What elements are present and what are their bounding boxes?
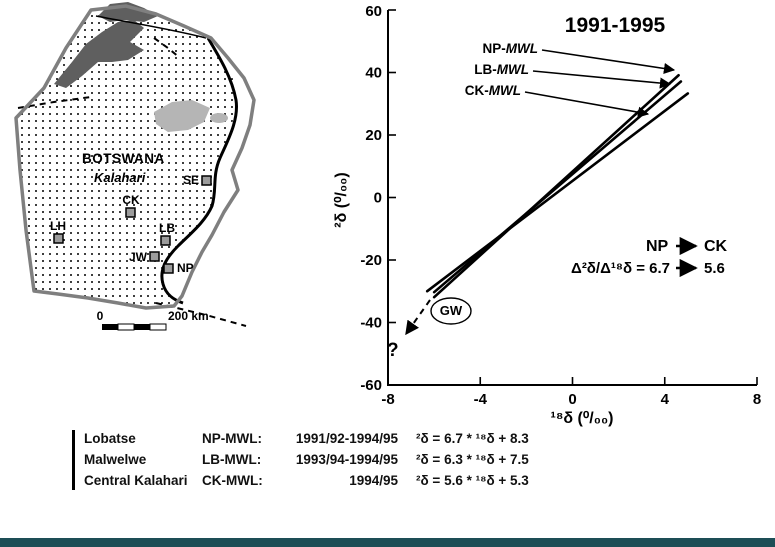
- dashed-line-top: [153, 37, 181, 59]
- y-tick-label: 20: [365, 127, 382, 144]
- scale-distance-label: 200 km: [168, 309, 209, 323]
- legend-equation: ²δ = 5.6 * ¹⁸δ + 5.3: [416, 473, 529, 488]
- legend-site: Malwelwe: [84, 452, 147, 467]
- botswana-outline: [14, 4, 256, 310]
- legend-period: 1993/94-1994/95: [295, 452, 398, 467]
- mwl-legend-table: Lobatse NP-MWL: 1991/92-1994/95 ²δ = 6.7…: [72, 430, 529, 490]
- ck-mwl-pointer-arrow: [524, 91, 650, 118]
- series-label-ck-mwl: CK-MWL: [465, 83, 521, 98]
- y-axis-label: ²δ (⁰/₀₀): [333, 172, 350, 227]
- north-river-line: [95, 15, 207, 39]
- scale-segment: [102, 324, 118, 330]
- dashed-line-west: [17, 96, 92, 109]
- x-tick-label: 0: [568, 391, 576, 408]
- legend-mwl: NP-MWL:: [202, 431, 262, 446]
- site-lb: LB: [159, 221, 175, 246]
- scale-zero-label: 0: [97, 309, 104, 323]
- y-tick-label: 60: [365, 3, 382, 20]
- mwl-line-ck-mwl: [425, 92, 690, 293]
- site-marker-lb: [160, 235, 171, 246]
- dashed-line-southeast: [155, 302, 247, 327]
- legend-site: Central Kalahari: [84, 473, 188, 488]
- scale-segment: [134, 324, 150, 330]
- x-axis-label: ¹⁸δ (⁰/₀₀): [551, 410, 614, 427]
- y-tick-label: -40: [360, 315, 382, 332]
- legend-mwl: LB-MWL:: [202, 452, 262, 467]
- question-mark-label: ?: [387, 340, 399, 361]
- legend-site: Lobatse: [84, 431, 136, 446]
- footer-bar: [0, 538, 775, 547]
- makgadikgadi-pans-shape: [154, 100, 210, 132]
- site-marker-se: [201, 175, 212, 186]
- x-tick-label: 8: [753, 391, 761, 408]
- site-label-jw: JW: [129, 250, 148, 264]
- site-se: SE: [183, 173, 212, 187]
- legend-period: 1991/92-1994/95: [295, 431, 398, 446]
- kalahari-boundary-line: [160, 37, 238, 305]
- y-tick-label: 0: [374, 190, 382, 207]
- site-label-np: NP: [177, 261, 194, 275]
- np-label: NP: [646, 238, 669, 255]
- isotope-chart: 60 40 20 0 -20 -40 -60 -8 -4 0 4 8 ¹⁸δ (…: [333, 3, 761, 427]
- series-label-np-mwl: NP-MWL: [483, 41, 538, 56]
- gw-extrapolation-arrow: [405, 299, 431, 336]
- series-label-lb-mwl: LB-MWL: [474, 62, 529, 77]
- site-label-lh: LH: [50, 219, 66, 233]
- site-marker-ck: [125, 207, 136, 218]
- np-ck-annotation: NP CK Δ²δ/Δ¹⁸δ = 6.7 5.6: [571, 236, 728, 278]
- y-tick-label: -60: [360, 377, 382, 394]
- scale-segment: [117, 323, 135, 331]
- np-mwl-pointer-arrow: [541, 49, 676, 75]
- x-tick-label: -4: [474, 391, 488, 408]
- site-ck: CK: [122, 193, 140, 218]
- lb-mwl-pointer-arrow: [532, 70, 672, 89]
- pan-small-shape: [210, 113, 228, 123]
- axes: [387, 10, 757, 386]
- okavango-delta-shape: [54, 20, 144, 88]
- legend-period: 1994/95: [349, 473, 398, 488]
- site-label-lb: LB: [159, 221, 175, 235]
- site-np: NP: [163, 261, 194, 275]
- x-tick-label: -8: [381, 391, 394, 408]
- legend-mwl: CK-MWL:: [202, 473, 263, 488]
- x-tick-label: 4: [661, 391, 670, 408]
- country-label: BOTSWANA: [82, 151, 165, 166]
- site-marker-np: [163, 263, 174, 274]
- site-marker-lh: [53, 233, 64, 244]
- ck-label: CK: [704, 238, 728, 255]
- y-tick-label: -20: [360, 252, 382, 269]
- y-tick-label: 40: [365, 65, 382, 82]
- site-lh: LH: [50, 219, 66, 244]
- gw-ellipse: [430, 297, 472, 325]
- eastern-hardveld-strip: [161, 38, 254, 306]
- legend-equation: ²δ = 6.3 * ¹⁸δ + 7.5: [416, 452, 529, 467]
- scale-segment: [149, 323, 167, 331]
- ratio-to-value: 5.6: [704, 260, 725, 277]
- gw-label: GW: [440, 303, 463, 318]
- site-marker-jw: [149, 251, 160, 262]
- site-label-se: SE: [183, 173, 199, 187]
- legend-equation: ²δ = 6.7 * ¹⁸δ + 8.3: [416, 431, 529, 446]
- scale-bar: 0 200 km: [97, 309, 209, 331]
- site-jw: JW: [129, 250, 160, 264]
- chart-title: 1991-1995: [565, 14, 666, 37]
- ratio-label: Δ²δ/Δ¹⁸δ = 6.7: [571, 260, 670, 277]
- site-label-ck: CK: [122, 193, 140, 207]
- botswana-map: BOTSWANA Kalahari LH CK SE LB JW NP: [14, 2, 256, 331]
- region-label: Kalahari: [94, 170, 146, 185]
